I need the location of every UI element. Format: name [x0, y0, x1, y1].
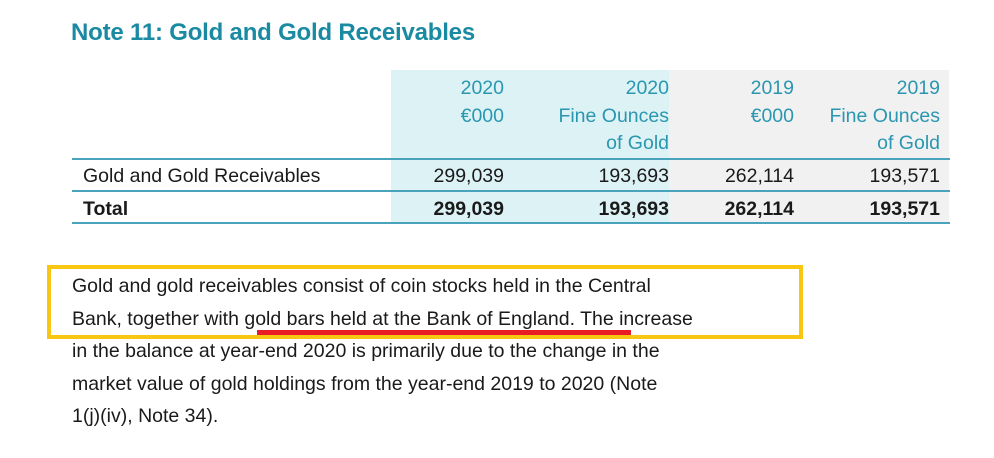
- value-2019-eur: 262,114: [724, 165, 794, 187]
- value-2020-oz: 193,693: [598, 165, 670, 187]
- red-underline-annotation: [257, 330, 631, 335]
- paragraph-line: market value of gold holdings from the y…: [72, 372, 658, 395]
- yellow-highlight-box: [47, 265, 803, 339]
- col-header-2019-oz-unit2: of Gold: [877, 132, 940, 154]
- col-header-2019-eur-year: 2019: [750, 77, 794, 99]
- total-2020-oz: 193,693: [598, 198, 670, 220]
- paragraph-line: 1(j)(iv), Note 34).: [72, 405, 219, 427]
- column-shading-2019: [669, 70, 949, 222]
- note-paragraph: Gold and gold receivables consist of coi…: [72, 270, 792, 433]
- col-header-2020-eur-unit: €000: [460, 105, 504, 127]
- header-rule: [72, 158, 950, 160]
- col-header-2019-oz-unit: Fine Ounces: [829, 105, 940, 127]
- row-rule: [72, 190, 950, 192]
- col-header-2020-oz-unit: Fine Ounces: [558, 105, 669, 127]
- row-label: Gold and Gold Receivables: [83, 165, 321, 187]
- row-label-total: Total: [83, 198, 129, 220]
- col-header-2020-eur-year: 2020: [460, 77, 504, 99]
- total-2019-eur: 262,114: [724, 198, 794, 220]
- col-header-2020-oz-unit2: of Gold: [606, 132, 669, 154]
- total-rule: [72, 222, 950, 224]
- col-header-2019-oz-year: 2019: [896, 77, 940, 99]
- paragraph-line: Bank, together with gold bars held at th…: [72, 307, 693, 330]
- paragraph-line: Gold and gold receivables consist of coi…: [72, 275, 651, 297]
- col-header-2020-oz-year: 2020: [625, 77, 669, 99]
- value-2020-eur: 299,039: [433, 165, 505, 187]
- total-2020-eur: 299,039: [433, 198, 505, 220]
- paragraph-line: in the balance at year-end 2020 is prima…: [72, 340, 660, 362]
- value-2019-oz: 193,571: [869, 165, 941, 187]
- column-shading-2020: [391, 70, 669, 222]
- note-title: Note 11: Gold and Gold Receivables: [71, 19, 475, 46]
- col-header-2019-eur-unit: €000: [750, 105, 794, 127]
- total-2019-oz: 193,571: [869, 198, 941, 220]
